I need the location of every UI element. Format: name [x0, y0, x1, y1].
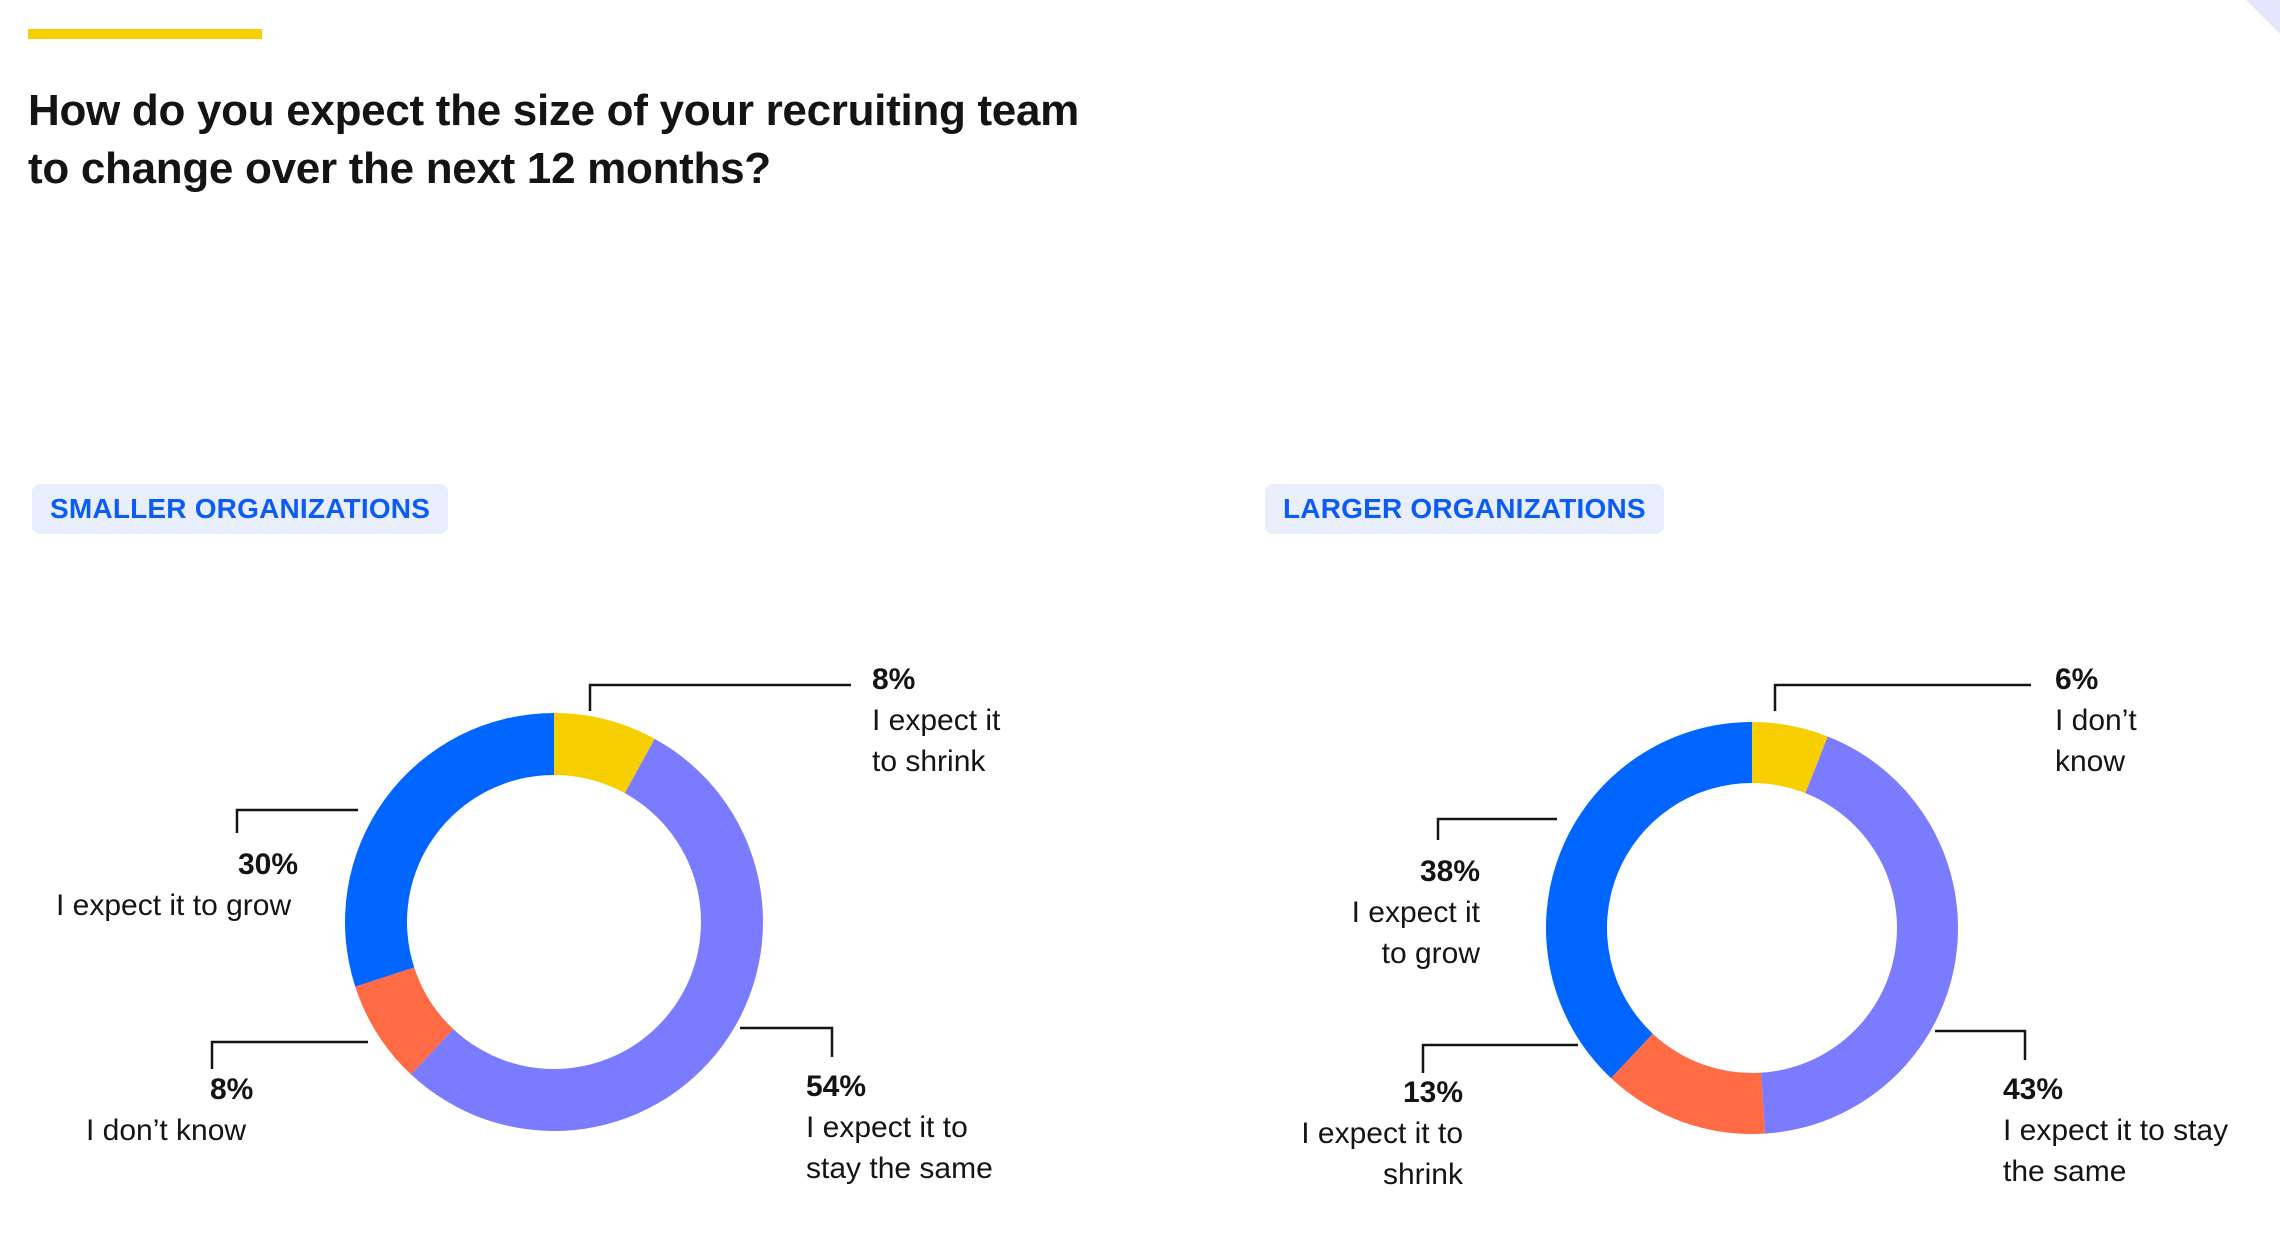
donut-larger-organizations: [1546, 721, 1958, 1134]
category-label: I don’t know: [86, 1114, 247, 1147]
pct-label: 38%: [1419, 855, 1480, 888]
leader-line-small-dontknow: [210, 1040, 368, 1069]
data-label-small-grow: 30% I expect it to grow: [56, 844, 298, 926]
data-label-large-same: 43% I expect it to stay the same: [2003, 1069, 2228, 1192]
leader-line-large-dontknow: [1773, 683, 2031, 711]
category-label: I expect it to grow: [1351, 896, 1480, 970]
category-label: I expect it to shrink: [872, 704, 1001, 778]
leader-lines: [210, 683, 2031, 1073]
category-label: I don’t know: [2055, 704, 2137, 778]
donut-slice-i-expect-it-to-shrink: [1610, 1033, 1765, 1134]
badge-smaller-organizations: SMALLER ORGANIZATIONS: [32, 484, 449, 534]
pct-label: 13%: [1402, 1076, 1463, 1109]
donut-slice-i-don-t-know: [355, 967, 454, 1075]
data-label-large-shrink: 13% I expect it to shrink: [1301, 1072, 1463, 1195]
pct-label: 8%: [210, 1073, 254, 1106]
badge-larger-organizations: LARGER ORGANIZATIONS: [1265, 484, 1664, 534]
category-label: I expect it to shrink: [1301, 1117, 1463, 1191]
category-label: I expect it to stay the same: [2003, 1114, 2229, 1188]
leader-line-small-same: [740, 1026, 834, 1057]
data-label-small-shrink: 8% I expect it to shrink: [872, 659, 1000, 782]
pct-label: 54%: [806, 1070, 867, 1103]
donut-slice-i-expect-it-to-grow: [344, 713, 554, 987]
data-label-small-dontknow: 8% I don’t know: [86, 1069, 253, 1151]
leader-line-large-grow: [1436, 817, 1557, 840]
donut-slice-i-expect-it-to-grow: [1546, 722, 1752, 1079]
accent-bar: [28, 29, 262, 39]
data-label-small-same: 54% I expect it to stay the same: [806, 1066, 993, 1189]
leader-line-small-grow: [235, 808, 358, 833]
donut-slice-i-expect-it-to-stay-the-same: [1761, 736, 1958, 1134]
donut-slice-i-expect-it-to-stay-the-same: [410, 738, 763, 1131]
donut-smaller-organizations: [344, 713, 763, 1131]
leader-line-large-same: [1935, 1029, 2027, 1060]
category-label: I expect it to stay the same: [806, 1111, 993, 1185]
leader-line-small-shrink: [588, 683, 851, 711]
corner-decoration: [2246, 0, 2280, 34]
donut-slice-i-expect-it-to-shrink: [554, 713, 655, 794]
page-title: How do you expect the size of your recru…: [28, 86, 1079, 193]
leader-line-large-shrink: [1421, 1043, 1578, 1073]
data-label-large-grow: 38% I expect it to grow: [1352, 851, 1480, 974]
pct-label: 6%: [2055, 663, 2099, 696]
pct-label: 30%: [238, 848, 299, 881]
pct-label: 8%: [872, 663, 916, 696]
pct-label: 43%: [2003, 1073, 2064, 1106]
data-label-large-dontknow: 6% I don’t know: [2055, 659, 2137, 782]
category-label: I expect it to grow: [56, 889, 292, 922]
donut-slice-i-don-t-know: [1752, 721, 1828, 794]
